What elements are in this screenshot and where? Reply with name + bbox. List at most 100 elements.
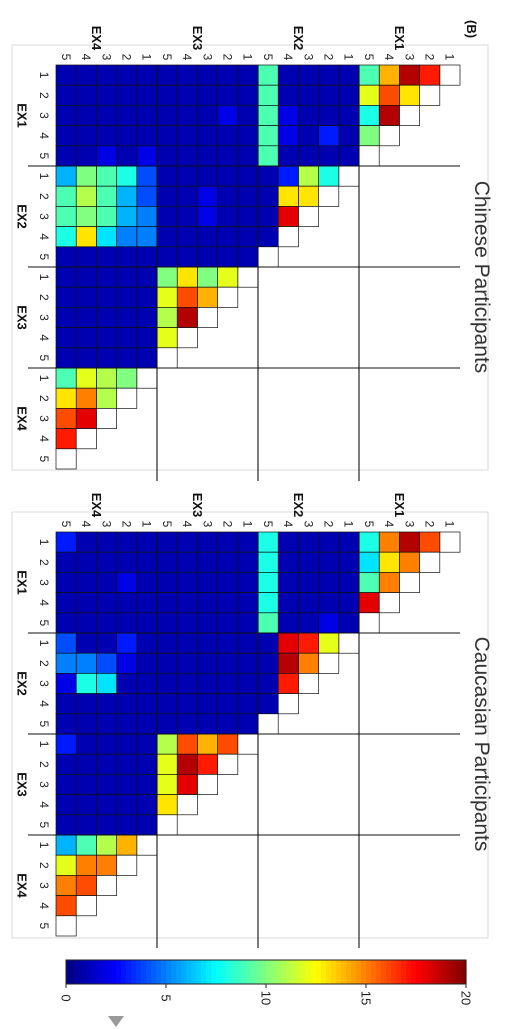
heatmap-cell-caucasian-r19-c7: [55, 673, 77, 694]
tick-label-top: 5: [261, 54, 275, 61]
tick-label-top: 5: [59, 54, 73, 61]
heatmap-cell-chinese-r10-c8: [237, 226, 259, 248]
colorbar-segment: [231, 960, 237, 984]
heatmap-cell-chinese-r17-c2: [96, 105, 117, 126]
group-label-left: EX1: [14, 103, 29, 128]
heatmap-cell-caucasian-r18-c6: [75, 652, 97, 674]
colorbar-segment: [81, 960, 87, 984]
heatmap-cell-chinese-r10-c5: [237, 165, 259, 187]
heatmap-cell-caucasian-r12-c0: [197, 531, 218, 553]
heatmap-cell-chinese-r13-c8: [176, 226, 198, 248]
colorbar-segment: [101, 960, 107, 984]
heatmap-cell-chinese-r19-c10: [55, 266, 77, 288]
heatmap-cell-chinese-r13-c3: [176, 125, 198, 147]
heatmap-cell-caucasian-r7-c1: [298, 551, 319, 573]
tick-label-top: 1: [443, 54, 457, 61]
tick-label-left: 4: [37, 599, 51, 606]
tick-label-left: 2: [37, 761, 51, 768]
tick-label-left: 2: [37, 660, 51, 667]
heatmap-cell-caucasian-r15-c2: [136, 572, 158, 593]
heatmap-cell-caucasian-r18-c13: [75, 794, 97, 816]
heatmap-cell-chinese-r12-c8: [197, 226, 218, 248]
heatmap-cell-caucasian-r18-c16: [75, 854, 97, 876]
heatmap-cell-chinese-r13-c11: [176, 286, 198, 308]
colorbar-tick-label: 10: [258, 991, 273, 1005]
heatmap-cell-chinese-r12-c1: [197, 84, 218, 106]
heatmap-cell-caucasian-r5-c5: [338, 632, 360, 654]
heatmap-cell-caucasian-r15-c15: [136, 834, 158, 856]
group-label-top: EX3: [190, 26, 205, 51]
heatmap-cell-caucasian-r19-c8: [55, 693, 77, 715]
heatmap-cell-caucasian-r14-c5: [156, 632, 178, 654]
heatmap-cell-chinese-r4-c0: [358, 64, 380, 86]
heatmap-cell-caucasian-r9-c6: [257, 652, 279, 674]
heatmap-cell-caucasian-r10-c4: [237, 612, 259, 634]
heatmap-cell-chinese-r8-c0: [277, 64, 299, 86]
heatmap-cell-chinese-r17-c17: [96, 408, 117, 429]
heatmap-cell-chinese-r16-c8: [116, 226, 138, 248]
colorbar-segment: [246, 960, 252, 984]
heatmap-cell-caucasian-r13-c9: [176, 713, 198, 735]
group-label-top: EX2: [291, 493, 306, 518]
heatmap-cell-caucasian-r14-c3: [156, 592, 178, 614]
heatmap-cell-caucasian-r19-c16: [55, 854, 77, 876]
colorbar-segment: [451, 960, 457, 984]
heatmap-cell-chinese-r14-c2: [156, 105, 178, 126]
heatmap-cell-caucasian-r13-c6: [176, 652, 198, 674]
heatmap-cell-caucasian-r11-c0: [217, 531, 239, 553]
tick-label-top: 2: [120, 521, 134, 528]
heatmap-cell-chinese-r6-c6: [318, 185, 340, 207]
colorbar-segment: [241, 960, 247, 984]
colorbar-segment: [226, 960, 232, 984]
heatmap-cell-caucasian-r4-c0: [358, 531, 380, 553]
colorbar-segment: [331, 960, 337, 984]
tick-label-top: 3: [200, 54, 214, 61]
heatmap-panel-caucasian: 12345123451234512345EX1EX2EX3EX412345123…: [11, 493, 493, 948]
heatmap-cell-chinese-r3-c3: [378, 125, 400, 147]
heatmap-cell-chinese-r18-c18: [75, 428, 97, 450]
heatmap-cell-caucasian-r2-c0: [399, 531, 420, 553]
heatmap-cell-chinese-r19-c11: [55, 286, 77, 308]
tick-label-top: 4: [281, 521, 295, 528]
heatmap-cell-chinese-r13-c10: [176, 266, 198, 288]
tick-label-left: 3: [37, 579, 51, 586]
heatmap-cell-caucasian-r15-c8: [136, 693, 158, 715]
heatmap-cell-chinese-r16-c11: [116, 286, 138, 308]
heatmap-cell-caucasian-r14-c12: [156, 774, 178, 795]
heatmap-cell-chinese-r12-c6: [197, 185, 218, 207]
heatmap-cell-chinese-r11-c4: [217, 145, 239, 167]
heatmap-cell-chinese-r17-c13: [96, 327, 117, 349]
colorbar-tick-label: 20: [458, 991, 473, 1005]
tick-label-left: 2: [37, 559, 51, 566]
colorbar-segment: [206, 960, 212, 984]
colorbar-segment: [116, 960, 122, 984]
heatmap-cell-caucasian-r12-c8: [197, 693, 218, 715]
heatmap-cell-chinese-r18-c14: [75, 347, 97, 369]
heatmap-cell-chinese-r7-c5: [298, 165, 319, 187]
heatmap-cell-caucasian-r13-c7: [176, 673, 198, 694]
group-label-top: EX2: [291, 26, 306, 51]
heatmap-cell-chinese-r2-c1: [399, 84, 420, 106]
heatmap-cell-caucasian-r13-c0: [176, 531, 198, 553]
heatmap-cell-chinese-r9-c5: [257, 165, 279, 187]
colorbar-segment: [391, 960, 397, 984]
tick-label-left: 3: [37, 680, 51, 687]
colorbar-segment: [91, 960, 97, 984]
heatmap-cell-chinese-r14-c10: [156, 266, 178, 288]
heatmap-cell-chinese-r12-c11: [197, 286, 218, 308]
tick-label-top: 1: [140, 521, 154, 528]
heatmap-cell-caucasian-r13-c11: [176, 753, 198, 775]
heatmap-cell-chinese-r16-c15: [116, 367, 138, 389]
tick-label-top: 2: [423, 54, 437, 61]
colorbar-segment: [236, 960, 242, 984]
heatmap-cell-chinese-r14-c0: [156, 64, 178, 86]
heatmap-cell-caucasian-r4-c1: [358, 551, 380, 573]
heatmap-cell-caucasian-r6-c6: [318, 652, 340, 674]
heatmap-cell-chinese-r12-c5: [197, 165, 218, 187]
colorbar-segment: [166, 960, 172, 984]
tick-label-left: 5: [37, 153, 51, 160]
heatmap-cell-chinese-r9-c3: [257, 125, 279, 147]
colorbar-segment: [126, 960, 132, 984]
tick-label-left: 4: [37, 700, 51, 707]
